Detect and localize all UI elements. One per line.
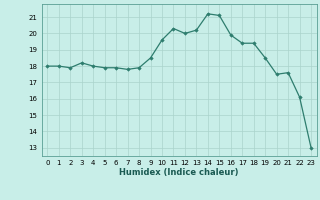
X-axis label: Humidex (Indice chaleur): Humidex (Indice chaleur): [119, 168, 239, 177]
